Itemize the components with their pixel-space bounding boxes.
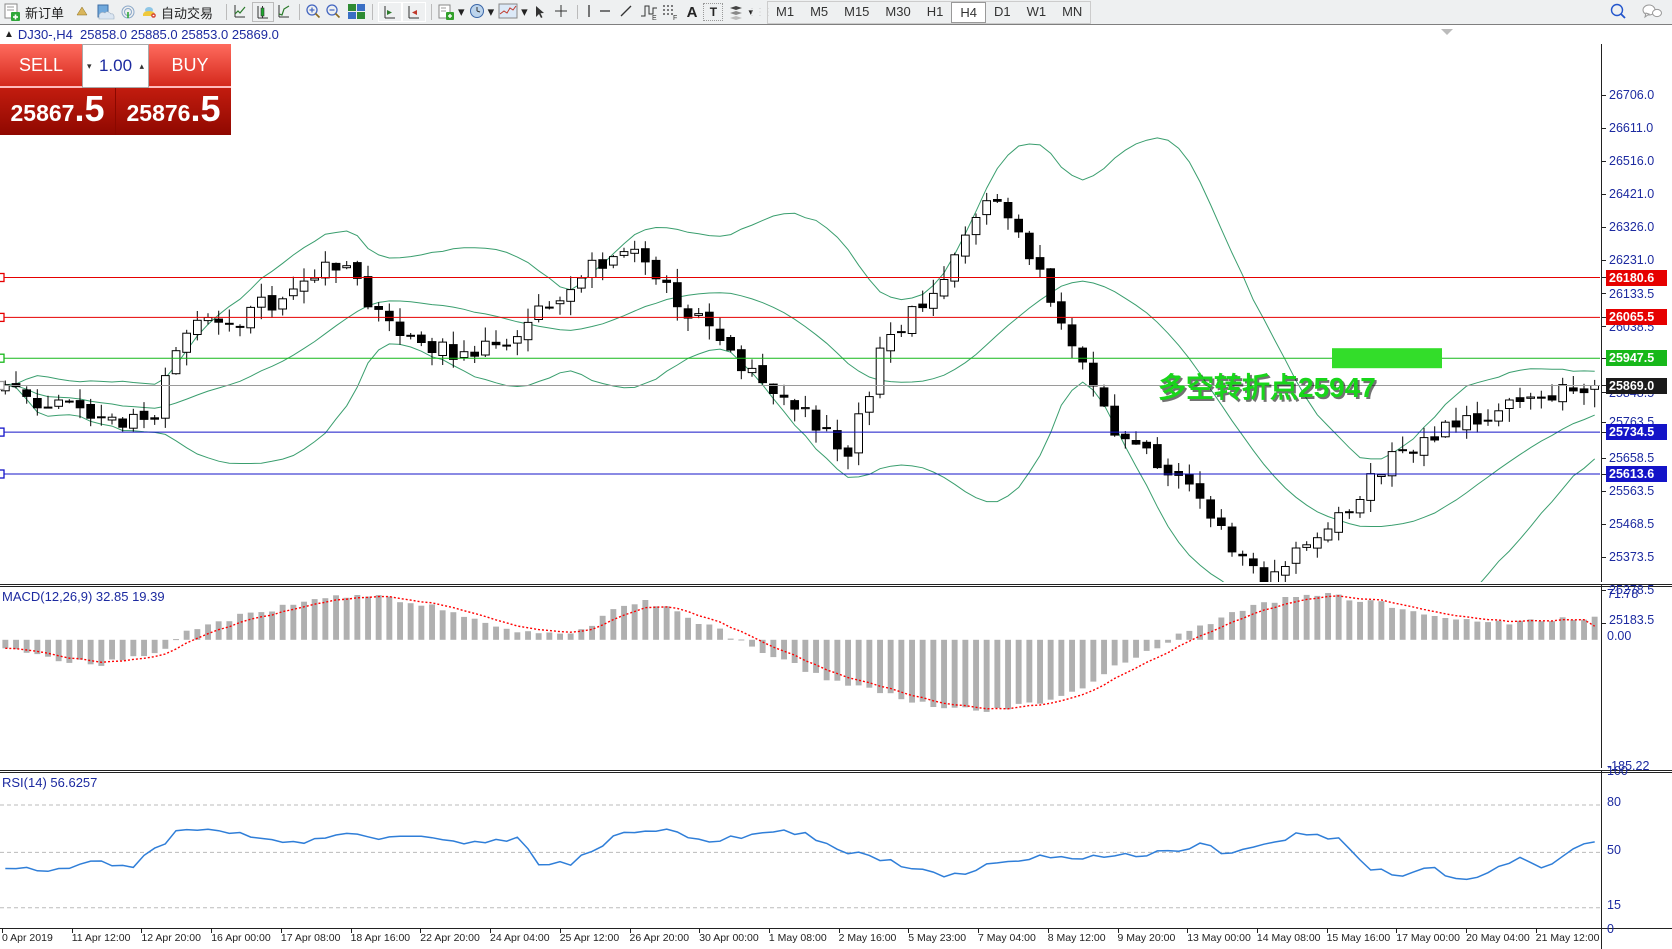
svg-text:F: F bbox=[673, 15, 677, 21]
svg-text:多空转折点25947: 多空转折点25947 bbox=[1158, 371, 1376, 403]
svg-text:E: E bbox=[652, 15, 657, 21]
